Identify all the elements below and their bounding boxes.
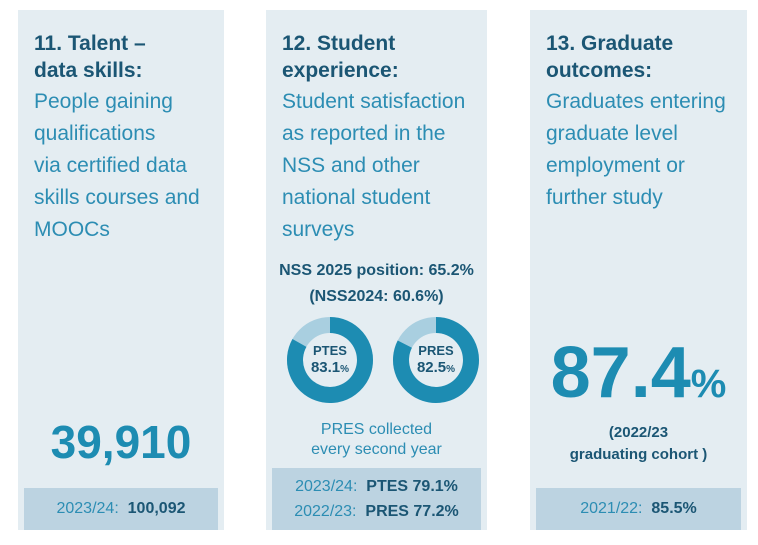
footer-value: 85.5% — [651, 500, 697, 517]
body: Student satisfaction as reported in the … — [266, 86, 487, 246]
body-line: qualifications — [34, 122, 156, 145]
note: PRES collected every second year — [266, 420, 487, 460]
footer-value: PTES 79.1% — [366, 478, 458, 495]
heading-line: 12. Student — [282, 32, 396, 55]
heading-line: 11. Talent – — [34, 32, 146, 55]
body-line: NSS and other — [282, 154, 420, 177]
body-line: employment or — [546, 154, 685, 177]
body-line: Student satisfaction — [282, 90, 466, 113]
position-previous: (NSS2024: 60.6%) — [309, 288, 444, 305]
heading: 11. Talent – data skills: — [18, 30, 224, 84]
position: NSS 2025 position: 65.2% (NSS2024: 60.6%… — [266, 258, 487, 310]
caption: (2022/23 graduating cohort ) — [530, 422, 747, 466]
donut-label: 82.5% — [417, 359, 455, 376]
body-line: graduate level — [546, 122, 678, 145]
heading-line: 13. Graduate — [546, 32, 674, 55]
body-line: People gaining — [34, 90, 173, 113]
card-student: 12. Student experience: Student satisfac… — [266, 10, 487, 530]
heading-line: experience: — [282, 59, 399, 82]
position-value: 65.2% — [428, 262, 474, 279]
footer-line: 2023/24: PTES 79.1% — [272, 474, 481, 499]
donut-label: 83.1% — [311, 359, 349, 376]
footer-value: 100,092 — [127, 500, 186, 517]
footer-label: 2022/23: — [294, 503, 357, 520]
donut-unit: % — [446, 364, 455, 375]
card-graduate: 13. Graduate outcomes: Graduates enterin… — [530, 10, 747, 530]
body: Graduates entering graduate level employ… — [530, 86, 747, 214]
body-line: Graduates entering — [546, 90, 726, 113]
footer: 2021/22: 85.5% — [536, 488, 741, 530]
body-line: as reported in the — [282, 122, 446, 145]
body: People gaining qualifications via certif… — [18, 86, 224, 246]
note-line: PRES collected — [320, 421, 433, 438]
heading: 13. Graduate outcomes: — [530, 30, 747, 84]
footer-line: 2022/23: PRES 77.2% — [272, 499, 481, 524]
donut-name: PTES — [313, 343, 347, 358]
body-line: further study — [546, 186, 663, 209]
footer-label: 2023/24: — [295, 478, 358, 495]
donut-name: PRES — [418, 343, 454, 358]
footer: 2023/24: PTES 79.1% 2022/23: PRES 77.2% — [272, 468, 481, 530]
footer-value: PRES 77.2% — [365, 503, 459, 520]
note-line: every second year — [311, 441, 442, 458]
donut-arc — [287, 317, 373, 403]
position-label: NSS 2025 position: — [279, 262, 425, 279]
heading: 12. Student experience: — [266, 30, 487, 84]
body-line: via certified data — [34, 154, 187, 177]
footer-label: 2023/24: — [56, 500, 119, 517]
footer: 2023/24: 100,092 — [24, 488, 218, 530]
heading-line: data skills: — [34, 59, 143, 82]
heading-line: outcomes: — [546, 59, 653, 82]
figure-unit: % — [690, 362, 727, 406]
donut-value: 83.1 — [311, 359, 340, 376]
donut-arc — [393, 317, 479, 403]
footer-label: 2021/22: — [580, 500, 643, 517]
body-line: skills courses and — [34, 186, 200, 209]
position-line: NSS 2025 position: 65.2% — [266, 258, 487, 284]
donut-value: 82.5 — [417, 359, 446, 376]
body-line: MOOCs — [34, 218, 110, 241]
donut-unit: % — [340, 364, 349, 375]
figure-value: 87.4 — [550, 333, 691, 413]
body-line: surveys — [282, 218, 355, 241]
card-talent: 11. Talent – data skills: People gaining… — [18, 10, 224, 530]
caption-line: graduating cohort ) — [569, 446, 708, 463]
body-line: national student — [282, 186, 431, 209]
big-figure: 39,910 — [50, 416, 192, 468]
caption-line: (2022/23 — [608, 424, 669, 441]
big-figure: 87.4% — [530, 332, 747, 414]
